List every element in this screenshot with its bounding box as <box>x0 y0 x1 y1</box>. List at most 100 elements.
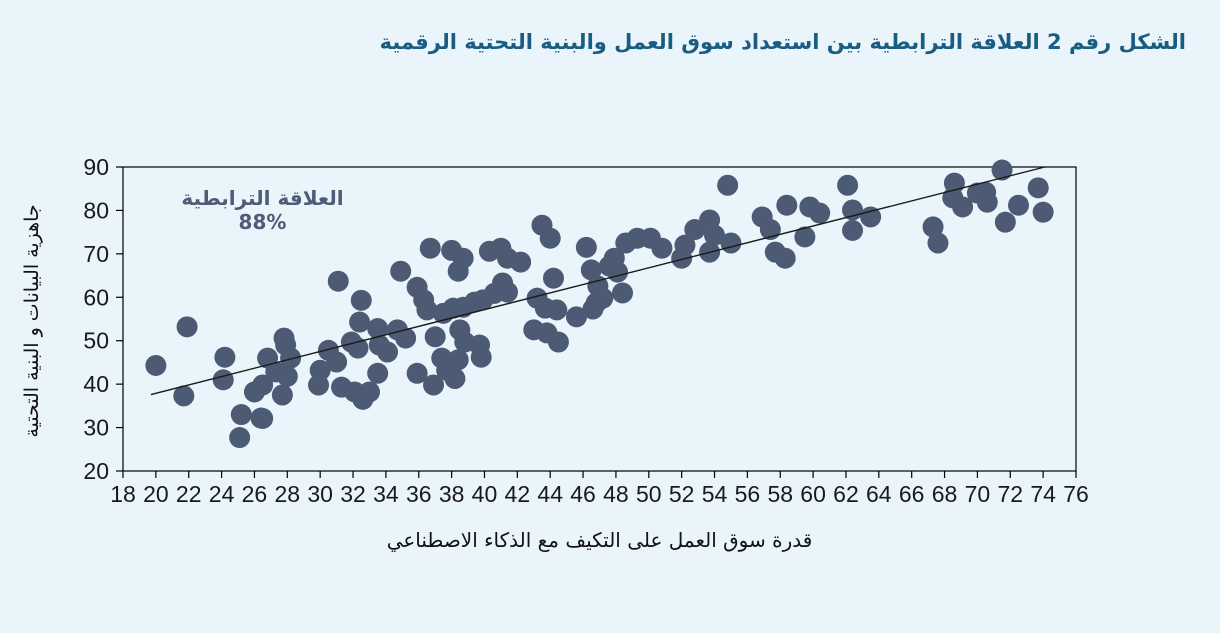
data-point <box>510 251 532 273</box>
x-tick-label: 70 <box>965 481 991 507</box>
data-point <box>395 327 417 349</box>
x-axis-title: قدرة سوق العمل على التكيف مع الذكاء الاص… <box>386 528 813 552</box>
data-point <box>651 237 673 259</box>
x-tick-label: 34 <box>373 481 399 507</box>
y-tick-label: 70 <box>83 241 109 267</box>
data-point <box>416 299 438 321</box>
x-tick-label: 68 <box>932 481 958 507</box>
x-tick-label: 66 <box>899 481 925 507</box>
data-point <box>837 174 859 196</box>
x-tick-label: 48 <box>603 481 629 507</box>
data-point <box>347 337 369 359</box>
data-point <box>327 270 349 292</box>
data-point <box>546 299 568 321</box>
data-point <box>444 367 466 389</box>
data-point <box>952 196 974 218</box>
figure-title: الشكل رقم 2 العلاقة الترابطية بين استعدا… <box>379 30 1186 54</box>
data-point <box>377 341 399 363</box>
data-point <box>539 227 561 249</box>
trendline <box>150 166 1045 396</box>
x-tick-label: 40 <box>472 481 498 507</box>
data-point <box>390 260 412 282</box>
data-point <box>419 237 441 259</box>
data-point <box>308 374 330 396</box>
x-tick-label: 46 <box>570 481 596 507</box>
data-point <box>842 219 864 241</box>
data-point <box>774 247 796 269</box>
data-point <box>860 206 882 228</box>
y-tick-label: 60 <box>83 284 109 310</box>
data-point <box>447 260 469 282</box>
data-point <box>794 226 816 248</box>
data-point <box>492 272 514 294</box>
y-tick-label: 30 <box>83 415 109 441</box>
x-tick-label: 20 <box>143 481 169 507</box>
data-point <box>212 369 234 391</box>
x-tick-label: 64 <box>866 481 892 507</box>
data-point <box>976 191 998 213</box>
data-point <box>720 232 742 254</box>
data-point <box>273 327 295 349</box>
data-point <box>470 346 492 368</box>
data-point <box>276 365 298 387</box>
data-point <box>704 224 726 246</box>
correlation-annotation: العلاقة الترابطية %88 <box>181 186 344 234</box>
data-point <box>280 347 302 369</box>
data-point <box>759 219 781 241</box>
data-point <box>326 351 348 373</box>
data-point <box>547 331 569 353</box>
data-point <box>776 194 798 216</box>
y-tick-label: 90 <box>83 154 109 180</box>
x-tick-label: 44 <box>537 481 563 507</box>
x-tick-label: 30 <box>307 481 333 507</box>
data-point <box>252 374 274 396</box>
data-point <box>349 311 371 333</box>
data-point <box>927 232 949 254</box>
data-point <box>406 362 428 384</box>
data-point <box>542 267 564 289</box>
x-tick-label: 76 <box>1063 481 1089 507</box>
data-point <box>1027 177 1049 199</box>
x-tick-label: 38 <box>439 481 465 507</box>
data-point <box>1007 194 1029 216</box>
x-tick-label: 72 <box>997 481 1023 507</box>
plot-border <box>122 166 1077 472</box>
data-point <box>424 326 446 348</box>
data-point <box>367 362 389 384</box>
data-point <box>423 374 445 396</box>
x-tick-label: 42 <box>505 481 531 507</box>
x-tick-label: 50 <box>636 481 662 507</box>
data-point <box>352 388 374 410</box>
x-tick-label: 54 <box>702 481 728 507</box>
data-point <box>575 236 597 258</box>
x-tick-label: 74 <box>1030 481 1056 507</box>
data-point <box>1032 201 1054 223</box>
data-point <box>230 404 252 426</box>
y-axis-title: جاهزية البيانات و البنية التحتية <box>21 204 43 438</box>
x-tick-label: 24 <box>209 481 235 507</box>
data-point <box>214 346 236 368</box>
y-tick-label: 80 <box>83 197 109 223</box>
data-point <box>176 316 198 338</box>
data-point <box>603 247 625 269</box>
data-point <box>809 202 831 224</box>
data-point <box>565 306 587 328</box>
data-point <box>367 318 389 340</box>
data-point <box>250 407 272 429</box>
y-tick-label: 50 <box>83 328 109 354</box>
x-tick-label: 28 <box>275 481 301 507</box>
x-tick-label: 32 <box>340 481 366 507</box>
y-tick-label: 20 <box>83 458 109 484</box>
x-tick-label: 58 <box>767 481 793 507</box>
y-tick-label: 40 <box>83 371 109 397</box>
x-tick-label: 62 <box>833 481 859 507</box>
data-point <box>145 354 167 376</box>
data-point <box>674 234 696 256</box>
data-point <box>991 159 1013 181</box>
x-tick-label: 18 <box>110 481 136 507</box>
data-point <box>587 275 609 297</box>
data-point <box>612 282 634 304</box>
data-point <box>994 211 1016 233</box>
